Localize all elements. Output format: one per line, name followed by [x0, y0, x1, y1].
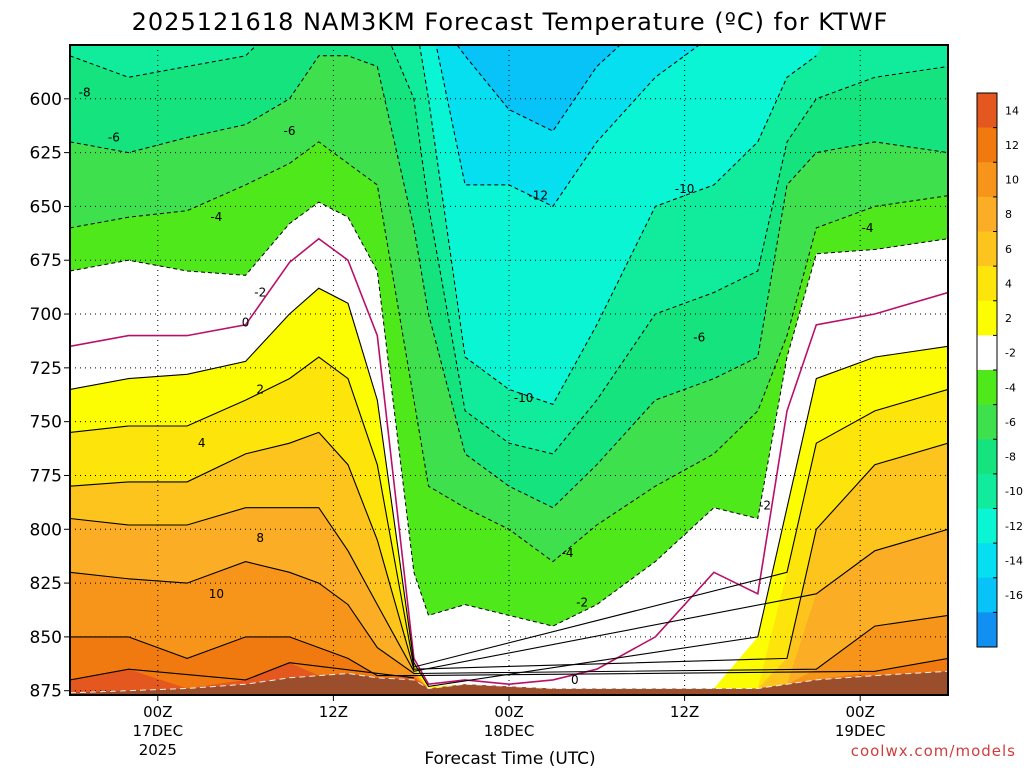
x-tick-label: 00Z [846, 703, 875, 721]
colorbar-swatch [977, 127, 997, 163]
contour-label: -8 [79, 85, 91, 99]
chart-title: 2025121618 NAM3KM Forecast Temperature (… [132, 8, 889, 36]
contour-label: 4 [198, 436, 206, 450]
contour-label: -10 [675, 182, 695, 196]
isotherm-line [70, 55, 948, 509]
contour-label: -6 [693, 331, 705, 345]
x-tick-year: 2025 [139, 741, 177, 759]
contour-label: -12 [528, 189, 548, 203]
isotherm-line [70, 561, 948, 675]
isotherm-line [419, 45, 817, 406]
colorbar-swatch [977, 93, 997, 128]
isotherm-line [70, 287, 948, 687]
colorbar-swatch [977, 300, 997, 336]
colorbar-swatch [977, 577, 997, 613]
y-tick-label: 775 [30, 466, 62, 486]
isotherm-line [70, 431, 948, 670]
contour-label: -4 [862, 221, 874, 235]
colorbar-label: -6 [1005, 416, 1016, 429]
colorbar-swatch [977, 335, 997, 371]
isotherm-line [70, 45, 948, 455]
colorbar-swatch [977, 266, 997, 302]
colorbar-swatch [977, 196, 997, 232]
contour-label: -6 [108, 131, 120, 145]
x-tick-label: 12Z [319, 703, 348, 721]
isotherm-line [70, 636, 948, 677]
colorbar-label: 6 [1005, 243, 1012, 256]
colorbar-swatch [977, 439, 997, 475]
colorbar-label: -12 [1005, 520, 1023, 533]
colorbar-label: 8 [1005, 208, 1012, 221]
colorbar-swatch [977, 162, 997, 198]
colorbar-swatch [977, 231, 997, 267]
site-credit: coolwx.com/models [851, 742, 1016, 760]
terrain-fill [70, 670, 948, 695]
colorbar-label: 4 [1005, 277, 1012, 290]
y-tick-label: 850 [30, 628, 62, 648]
y-tick-label: 750 [30, 413, 62, 433]
contour-label: -6 [284, 124, 296, 138]
contour-label: 0 [571, 673, 579, 687]
y-tick-label: 600 [30, 90, 62, 110]
isotherm-line [435, 45, 701, 208]
x-tick-date: 19DEC [835, 722, 886, 740]
colorbar-swatch [977, 508, 997, 544]
x-tick-label: 00Z [494, 703, 523, 721]
y-tick-label: 625 [30, 144, 62, 164]
colorbar-label: 12 [1005, 139, 1019, 152]
contour-label: 8 [256, 531, 264, 545]
colorbar-label: -10 [1005, 485, 1023, 498]
colorbar-label: -4 [1005, 381, 1016, 394]
y-tick-label: 650 [30, 197, 62, 217]
contour-label: -2 [759, 499, 771, 513]
contour-label: -4 [562, 546, 574, 560]
isotherm-line [70, 507, 948, 672]
isotherm-line [70, 662, 414, 681]
x-tick-label: 12Z [670, 703, 699, 721]
x-tick-date: 18DEC [484, 722, 535, 740]
x-tick-date: 17DEC [133, 722, 184, 740]
isotherm-line [70, 141, 948, 563]
colorbar-legend: 14 12 10 8 6 4 2 -2 -4 -6 -8 -10 -12 -14 -16 [976, 92, 1023, 648]
colorbar-label: 10 [1005, 174, 1019, 187]
colorbar-swatch [977, 543, 997, 579]
contour-label: -4 [210, 210, 222, 224]
x-axis-label: Forecast Time (UTC) [424, 749, 595, 768]
colorbar-label: -2 [1005, 347, 1016, 360]
colorbar-label: -14 [1005, 554, 1023, 567]
x-tick-label: 00Z [143, 703, 172, 721]
contour-label: 2 [256, 382, 264, 396]
y-tick-label: 825 [30, 574, 62, 594]
contour-label: -2 [254, 286, 266, 300]
colorbar-label: -16 [1005, 589, 1023, 602]
colorbar-label: 2 [1005, 312, 1012, 325]
colorbar-swatch [977, 612, 997, 648]
y-tick-label: 725 [30, 359, 62, 379]
plot-layers: -8 -6 -6 -4 -2 0 2 4 8 10 -12 -10 -10 -6 -4 -4 -2 -2 0 [70, 45, 948, 695]
y-tick-label: 800 [30, 520, 62, 540]
contour-label: -2 [576, 595, 588, 609]
colorbar-swatch [977, 473, 997, 509]
colorbar-label: 14 [1005, 104, 1019, 117]
colorbar-label: -8 [1005, 451, 1016, 464]
y-axis: 600 625 650 675 700 725 750 775 800 825 850 875 [30, 90, 70, 702]
isotherm-line [456, 45, 621, 132]
isotherm-line [70, 237, 948, 686]
contour-label: -10 [514, 391, 534, 405]
isotherm-line [70, 201, 948, 627]
isotherm-line [70, 356, 948, 668]
colorbar-swatch [977, 370, 997, 405]
contour-label: 0 [242, 316, 250, 330]
contour-label: 10 [209, 587, 224, 601]
plot-area: -8 -6 -6 -4 -2 0 2 4 8 10 -12 -10 -10 -6 -4 -4 -2 -2 0 [69, 44, 949, 696]
y-tick-label: 675 [30, 251, 62, 271]
colorbar-swatch [977, 404, 997, 440]
y-tick-label: 700 [30, 305, 62, 325]
y-tick-label: 875 [30, 682, 62, 702]
